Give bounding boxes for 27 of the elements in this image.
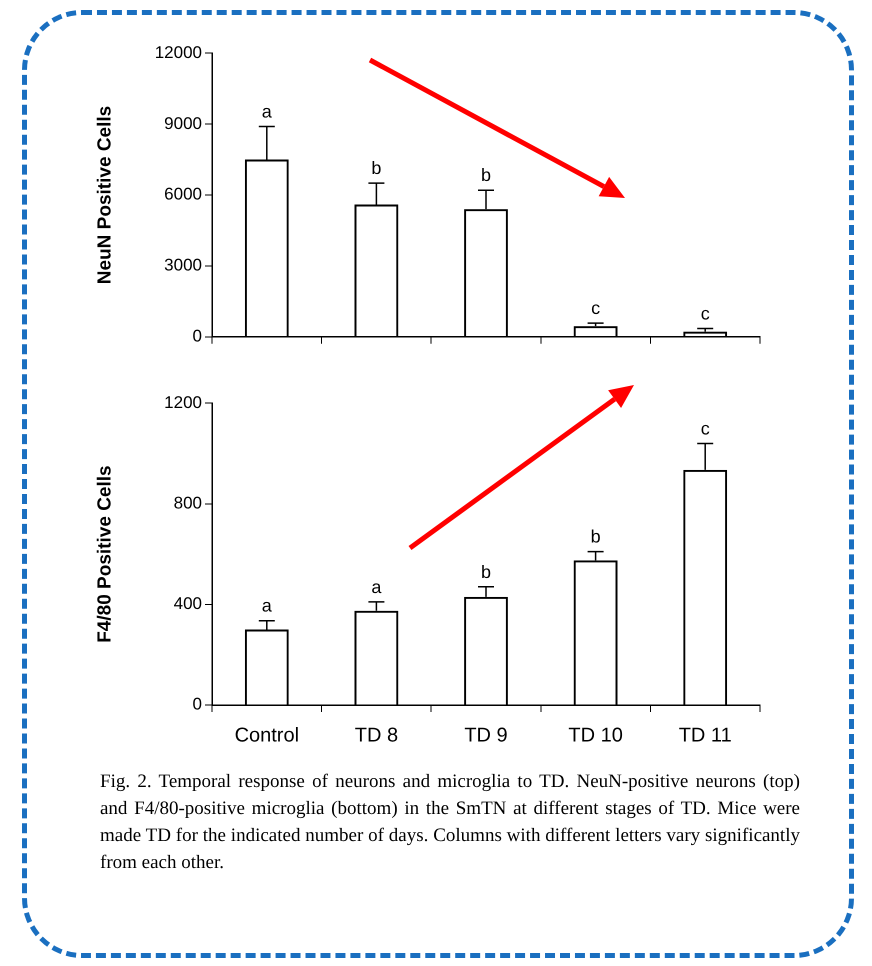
x-tick-label: Control bbox=[234, 724, 300, 747]
annotation: b bbox=[371, 158, 382, 178]
y-tick-label: 9000 bbox=[164, 114, 202, 133]
x-tick-label: TD 8 bbox=[354, 724, 398, 747]
annotation: c bbox=[700, 418, 710, 438]
x-tick-label: TD 11 bbox=[678, 724, 732, 747]
y-tick-label: 12000 bbox=[154, 42, 202, 62]
caption: Fig. 2. Temporal response of neurons and microglia to TD. NeuN-positive neurons (top) and F4/80-positive microglia (bottom) in the SmTN at different stages of TD. Mice were made TD for the indicated number of days. Columns with different letters vary significantly from each other. bbox=[100, 770, 800, 875]
annotation: b bbox=[480, 165, 492, 186]
y-tick-label: 800 bbox=[174, 493, 202, 512]
y-tick-label: 0 bbox=[192, 326, 202, 346]
y-axis-title: NeuN Positive Cells bbox=[94, 106, 116, 284]
annotation: a bbox=[262, 101, 273, 122]
y-tick-label: 1200 bbox=[164, 392, 202, 412]
annotation: a bbox=[262, 596, 273, 616]
annotation: b bbox=[480, 562, 492, 582]
annotation: a bbox=[371, 576, 382, 597]
annotation: c bbox=[591, 298, 600, 318]
y-tick-label: 3000 bbox=[164, 256, 202, 275]
annotation: c bbox=[700, 303, 710, 324]
annotation: b bbox=[590, 526, 601, 547]
y-axis-title: F4/80 Positive Cells bbox=[94, 465, 116, 643]
x-tick-label: TD 9 bbox=[464, 724, 508, 747]
y-tick-label: 0 bbox=[192, 694, 202, 714]
x-tick-label: TD 10 bbox=[568, 724, 623, 747]
y-tick-label: 6000 bbox=[164, 184, 202, 204]
y-tick-label: 400 bbox=[174, 594, 202, 614]
